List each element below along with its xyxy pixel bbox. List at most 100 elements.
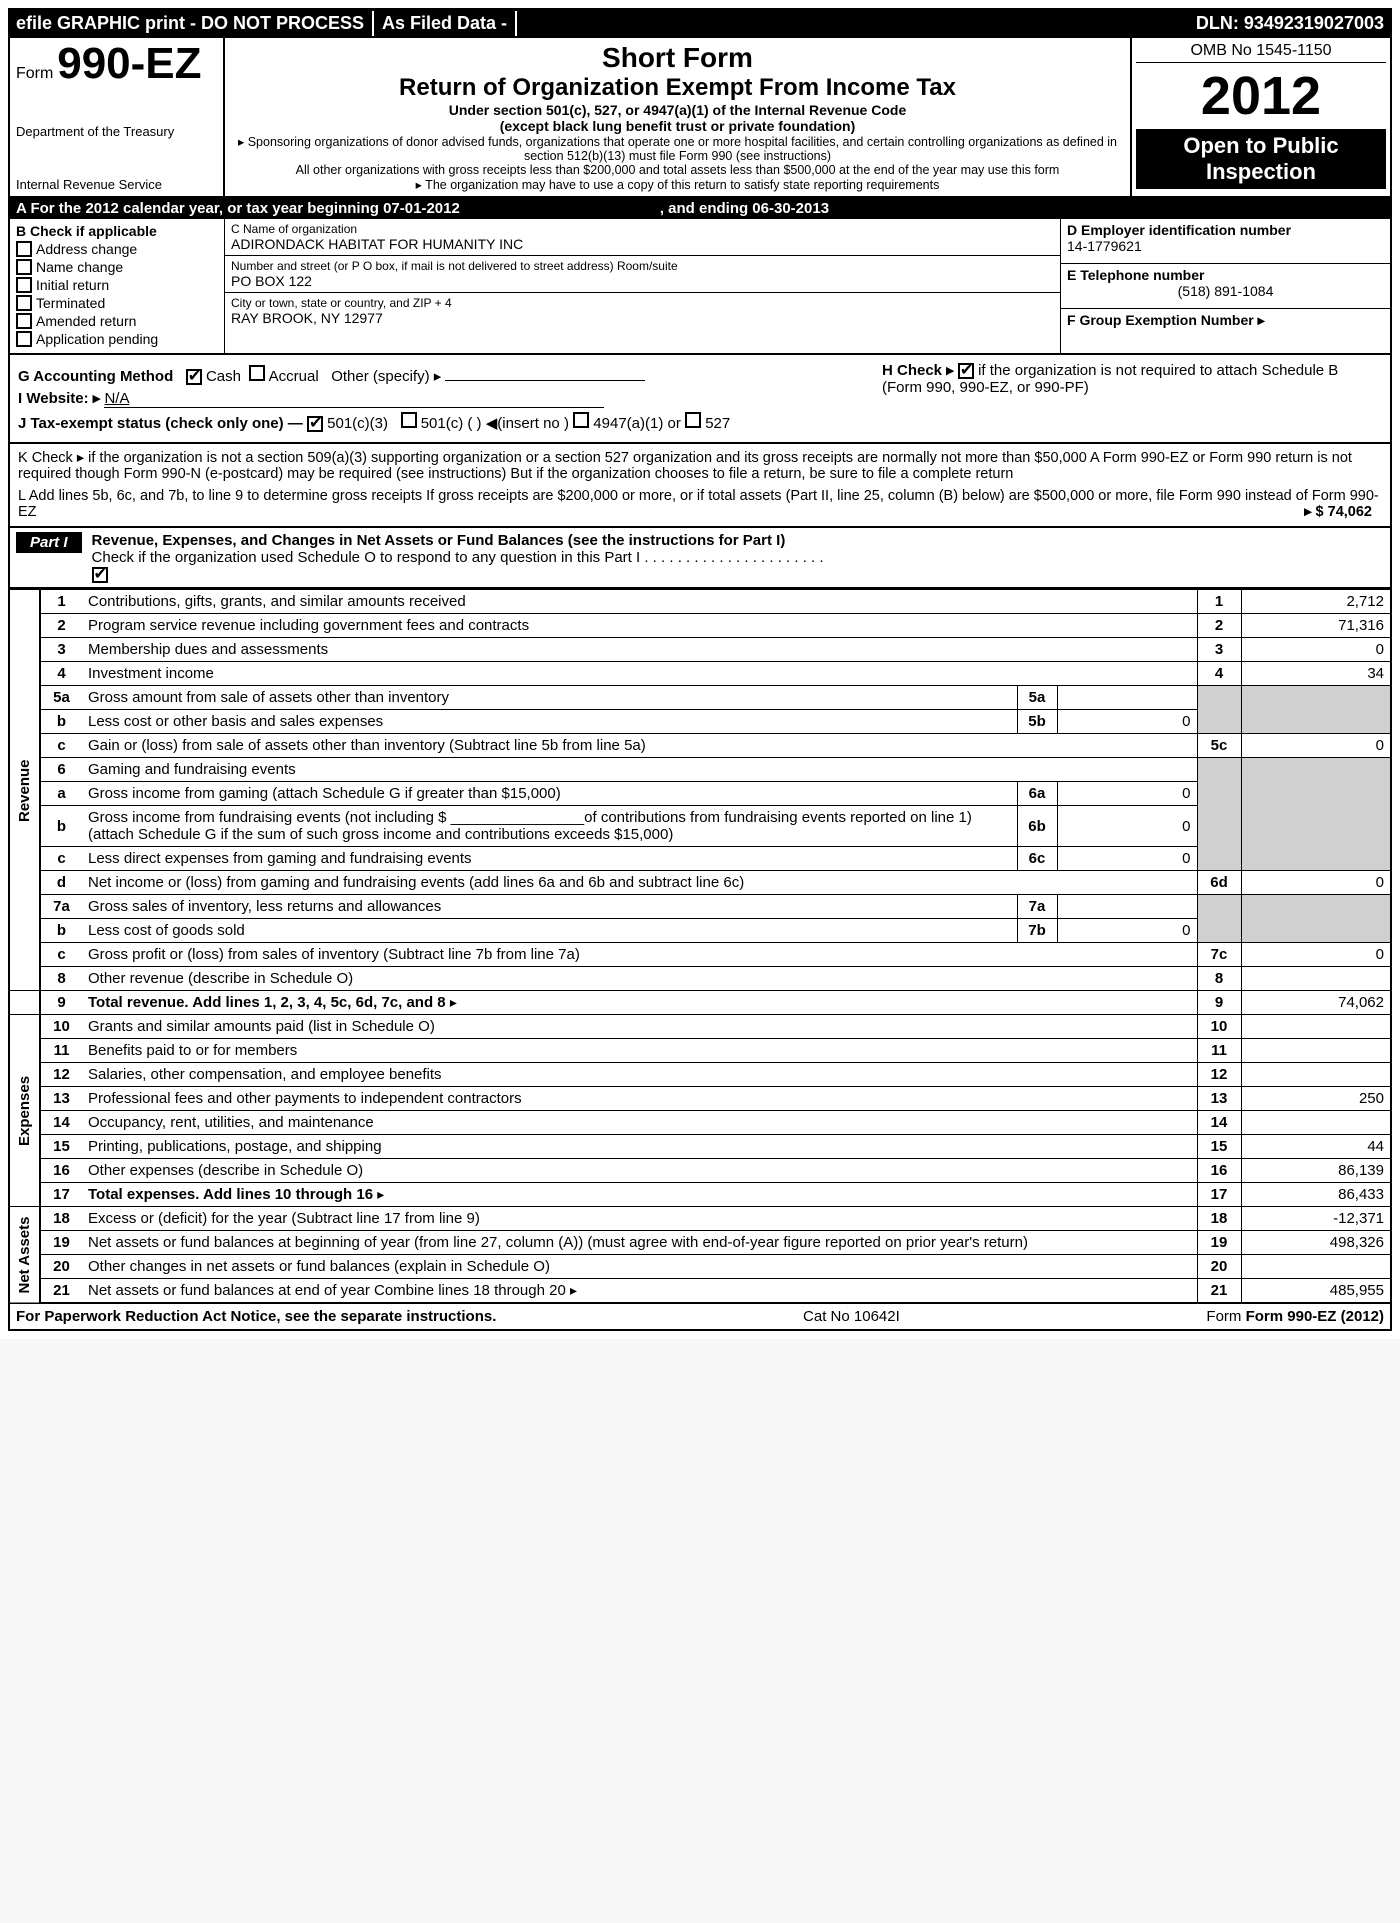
line-l-value: ▸ $ 74,062 [1304, 504, 1372, 520]
val-10 [1241, 1015, 1391, 1039]
chk-amended[interactable] [16, 313, 32, 329]
tax-year: 2012 [1136, 63, 1386, 129]
val-18: -12,371 [1241, 1207, 1391, 1231]
street-value: PO BOX 122 [231, 273, 1054, 289]
chk-4947[interactable] [573, 412, 589, 428]
val-7a [1057, 895, 1197, 919]
asfiled-label: As Filed Data - [374, 11, 517, 36]
header-left: Form 990-EZ Department of the Treasury I… [10, 38, 225, 196]
header: Form 990-EZ Department of the Treasury I… [8, 38, 1392, 198]
section-abc: A For the 2012 calendar year, or tax yea… [8, 198, 1392, 355]
val-4: 34 [1241, 662, 1391, 686]
col-d: D Employer identification number 14-1779… [1060, 219, 1390, 353]
col-b: B Check if applicable Address change Nam… [10, 219, 225, 353]
side-netassets: Net Assets [9, 1207, 40, 1304]
form-note1: ▸ Sponsoring organizations of donor advi… [233, 134, 1122, 163]
footer: For Paperwork Reduction Act Notice, see … [8, 1304, 1392, 1331]
footer-left: For Paperwork Reduction Act Notice, see … [16, 1308, 496, 1325]
val-7b: 0 [1057, 919, 1197, 943]
val-6b: 0 [1057, 806, 1197, 847]
efile-label: efile GRAPHIC print - DO NOT PROCESS [8, 11, 374, 36]
val-6a: 0 [1057, 782, 1197, 806]
omb-number: OMB No 1545-1150 [1136, 42, 1386, 63]
tel-label: E Telephone number [1067, 267, 1384, 283]
val-3: 0 [1241, 638, 1391, 662]
part1-badge: Part I [16, 532, 82, 553]
street-label: Number and street (or P O box, if mail i… [231, 259, 1054, 273]
other-specify-input[interactable] [445, 380, 645, 381]
chk-pending[interactable] [16, 331, 32, 347]
header-mid: Short Form Return of Organization Exempt… [225, 38, 1130, 196]
website-value: N/A [104, 390, 604, 408]
val-20 [1241, 1255, 1391, 1279]
val-5b: 0 [1057, 710, 1197, 734]
chk-501c[interactable] [401, 412, 417, 428]
open-public-badge: Open to Public Inspection [1136, 129, 1386, 189]
side-expenses: Expenses [9, 1015, 40, 1207]
val-2: 71,316 [1241, 614, 1391, 638]
part1-title: Revenue, Expenses, and Changes in Net As… [92, 532, 1384, 549]
top-bar: efile GRAPHIC print - DO NOT PROCESS As … [8, 8, 1392, 38]
val-9: 74,062 [1241, 991, 1391, 1015]
chk-cash[interactable] [186, 369, 202, 385]
form-note2: All other organizations with gross recei… [233, 163, 1122, 177]
val-8 [1241, 967, 1391, 991]
val-6c: 0 [1057, 847, 1197, 871]
val-5a [1057, 686, 1197, 710]
org-name: ADIRONDACK HABITAT FOR HUMANITY INC [231, 236, 1054, 252]
chk-accrual[interactable] [249, 365, 265, 381]
ein-label: D Employer identification number [1067, 222, 1384, 238]
chk-h[interactable] [958, 363, 974, 379]
chk-schedule-o[interactable] [92, 567, 108, 583]
chk-527[interactable] [685, 412, 701, 428]
col-c: C Name of organization ADIRONDACK HABITA… [225, 219, 1060, 353]
val-6d: 0 [1241, 871, 1391, 895]
val-21: 485,955 [1241, 1279, 1391, 1304]
chk-terminated[interactable] [16, 295, 32, 311]
form-sub1: Under section 501(c), 527, or 4947(a)(1)… [233, 102, 1122, 118]
side-revenue: Revenue [9, 590, 40, 991]
form-title: Return of Organization Exempt From Incom… [233, 74, 1122, 102]
lines-table: Revenue 1Contributions, gifts, grants, a… [8, 589, 1392, 1304]
form-word: Form [16, 65, 53, 82]
irs-label: Internal Revenue Service [16, 177, 217, 192]
val-11 [1241, 1039, 1391, 1063]
form-number: 990-EZ [57, 39, 201, 88]
col-b-header: B Check if applicable [16, 223, 218, 239]
dln-label: DLN: 93492319027003 [1188, 11, 1392, 36]
ein-value: 14-1779621 [1067, 238, 1384, 254]
chk-501c3[interactable] [307, 416, 323, 432]
form-page: efile GRAPHIC print - DO NOT PROCESS As … [0, 0, 1400, 1339]
line-l: L Add lines 5b, 6c, and 7b, to line 9 to… [18, 488, 1382, 520]
dept-treasury: Department of the Treasury [16, 124, 217, 139]
val-14 [1241, 1111, 1391, 1135]
footer-mid: Cat No 10642I [803, 1308, 900, 1325]
chk-initial[interactable] [16, 277, 32, 293]
val-19: 498,326 [1241, 1231, 1391, 1255]
val-13: 250 [1241, 1087, 1391, 1111]
part1-check-line: Check if the organization used Schedule … [92, 549, 1384, 566]
val-16: 86,139 [1241, 1159, 1391, 1183]
group-exempt-label: F Group Exemption Number ▸ [1067, 312, 1384, 329]
line-a: A For the 2012 calendar year, or tax yea… [10, 198, 1390, 219]
chk-name[interactable] [16, 259, 32, 275]
line-h: H Check ▸ if the organization is not req… [882, 361, 1382, 396]
val-5c: 0 [1241, 734, 1391, 758]
tel-value: (518) 891-1084 [1067, 283, 1384, 299]
header-right: OMB No 1545-1150 2012 Open to Public Ins… [1130, 38, 1390, 196]
part1-header: Part I Revenue, Expenses, and Changes in… [8, 528, 1392, 589]
form-sub2: (except black lung benefit trust or priv… [233, 118, 1122, 134]
val-15: 44 [1241, 1135, 1391, 1159]
city-label: City or town, state or country, and ZIP … [231, 296, 1054, 310]
footer-right: Form Form 990-EZ (2012) [1206, 1308, 1384, 1325]
val-1: 2,712 [1241, 590, 1391, 614]
city-value: RAY BROOK, NY 12977 [231, 310, 1054, 326]
val-17: 86,433 [1241, 1183, 1391, 1207]
val-12 [1241, 1063, 1391, 1087]
section-ghij: H Check ▸ if the organization is not req… [8, 355, 1392, 444]
org-name-label: C Name of organization [231, 222, 1054, 236]
chk-address[interactable] [16, 241, 32, 257]
short-form: Short Form [233, 42, 1122, 74]
form-note3: ▸ The organization may have to use a cop… [233, 177, 1122, 192]
val-7c: 0 [1241, 943, 1391, 967]
